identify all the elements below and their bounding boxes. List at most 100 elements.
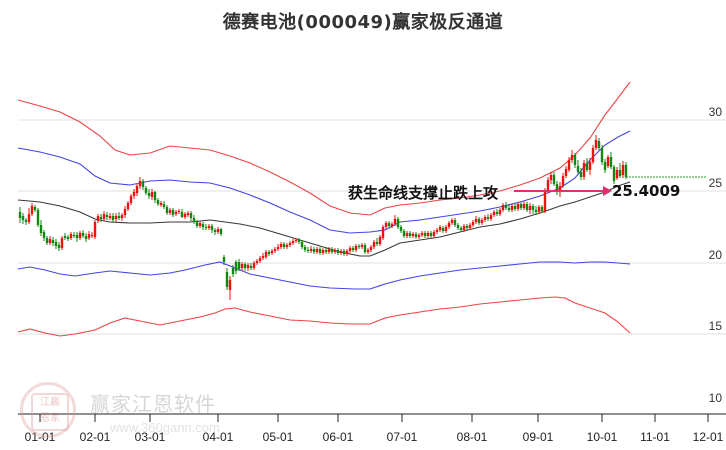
candle-body [354, 246, 358, 250]
candle-body [186, 213, 190, 215]
candle-body [108, 216, 112, 218]
candle-body [126, 203, 130, 209]
candle-body [618, 170, 622, 176]
candle-body [321, 250, 325, 253]
candle-body [51, 240, 55, 243]
candle-body [504, 205, 508, 208]
candle-body [291, 241, 295, 243]
candle-body [528, 206, 532, 210]
candle-body [123, 209, 127, 215]
candle-body [93, 222, 97, 237]
candle-body [483, 217, 487, 220]
candle-body [270, 251, 274, 253]
candle-body [135, 186, 139, 193]
candle-body [48, 239, 52, 243]
candle-body [420, 233, 424, 235]
candle-body [537, 207, 541, 212]
candle-body [549, 175, 553, 180]
candle-body [411, 234, 415, 236]
candle-body [303, 247, 307, 250]
inner-lower-band-line [17, 261, 631, 290]
candle-body [255, 261, 259, 263]
candle-body [279, 244, 283, 247]
candle-body [138, 181, 142, 186]
candle-body [90, 235, 94, 236]
watermark-logo-chars: 江赢 恩家 [31, 393, 69, 431]
watermark-logo-icon: 江赢 恩家 [20, 382, 76, 438]
candle-body [30, 206, 34, 214]
candle-body [456, 225, 460, 228]
candle-body [234, 262, 238, 271]
candle-body [378, 237, 382, 244]
candle-body [435, 230, 439, 232]
candle-body [408, 233, 412, 236]
candle-body [60, 238, 64, 248]
candle-body [555, 184, 559, 192]
x-tick-label: 02-01 [79, 430, 111, 444]
candle-body [606, 157, 610, 166]
x-tick-label: 05-01 [262, 430, 294, 444]
candle-body [531, 206, 535, 210]
candle-body [165, 207, 169, 213]
candle-body [441, 228, 445, 231]
candle-body [24, 220, 28, 222]
candle-body [75, 235, 79, 238]
candle-body [465, 226, 469, 228]
candle-body [471, 222, 475, 225]
candle-body [318, 249, 322, 253]
candle-body [540, 207, 544, 211]
candle-body [453, 220, 457, 225]
candle-body [42, 232, 46, 238]
candle-body [174, 212, 178, 214]
candle-body [63, 236, 67, 238]
candle-body [399, 227, 403, 231]
candle-body [249, 266, 253, 268]
candle-body [57, 245, 61, 248]
candle-body [342, 251, 346, 254]
y-tick-label: 15 [708, 319, 722, 333]
candle-body [300, 242, 304, 247]
candle-body [276, 247, 280, 249]
x-tick-label: 11-01 [640, 430, 670, 444]
candle-body [228, 280, 232, 290]
candle-body [240, 264, 244, 268]
candle-body [609, 157, 613, 167]
x-tick-label: 03-01 [134, 430, 166, 444]
outer-upper-band-line [17, 81, 631, 216]
candle-body [501, 205, 505, 210]
candle-body [333, 250, 337, 252]
candle-body [522, 204, 526, 208]
candle-body [18, 212, 22, 218]
candle-body [153, 192, 157, 200]
candle-body [225, 272, 229, 287]
candle-body [519, 204, 523, 208]
candle-body [564, 169, 568, 176]
candle-body [351, 248, 355, 250]
chart-title: 德赛电池(000049)赢家极反通道 [222, 12, 504, 33]
candle-body [84, 236, 88, 239]
candle-body [207, 226, 211, 228]
annotation-arrow-head-icon [603, 186, 612, 196]
candle-body [36, 210, 40, 225]
candle-body [480, 220, 484, 223]
candle-body [426, 233, 430, 236]
candle-body [87, 234, 91, 238]
candle-body [402, 231, 406, 236]
candle-body [543, 190, 547, 211]
candle-body [264, 252, 268, 257]
candle-body [447, 223, 451, 227]
candle-body [162, 204, 166, 207]
candle-body [66, 237, 70, 239]
candle-body [312, 249, 316, 252]
watermark-brand: 赢家江恩软件 [90, 392, 216, 416]
candle-body [384, 223, 388, 227]
candle-body [213, 230, 217, 232]
candle-body [546, 180, 550, 190]
candle-body [567, 160, 571, 170]
candle-body [114, 216, 118, 219]
candle-body [396, 219, 400, 227]
annotation-value: 25.4009 [612, 182, 681, 200]
candle-body [561, 176, 565, 186]
candle-body [603, 162, 607, 170]
candle-body [492, 212, 496, 215]
